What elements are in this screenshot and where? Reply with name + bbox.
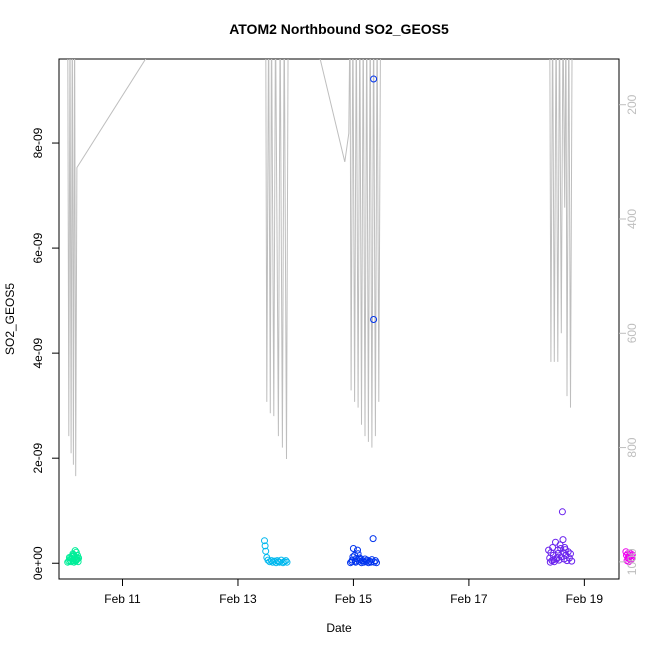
pressure-profile-layer: [67, 59, 573, 477]
data-point: [282, 557, 290, 565]
data-point: [561, 546, 569, 554]
y-axis: 0e+00 2e-09 4e-09 6e-09 8e-09: [31, 127, 59, 580]
data-point: [270, 557, 278, 565]
x-tick-label: Feb 15: [335, 592, 373, 606]
data-point: [628, 551, 636, 559]
x-tick-label: Feb 13: [219, 592, 257, 606]
data-point: [283, 558, 291, 566]
data-point: [349, 553, 357, 561]
data-point: [266, 558, 274, 566]
data-point: [567, 550, 574, 558]
plot-frame: [58, 58, 620, 580]
data-point: [280, 558, 288, 566]
series-2: [261, 537, 291, 567]
data-point: [74, 558, 82, 566]
data-point: [553, 554, 561, 561]
y2-tick-label: 200: [625, 94, 639, 114]
data-point: [356, 554, 364, 562]
right-pressure-axis: 200 400 600 800 1000: [619, 94, 639, 575]
x-tick-label: Feb 11: [104, 592, 141, 606]
y2-tick-label: 600: [625, 323, 639, 343]
data-point: [354, 550, 362, 558]
data-point: [276, 558, 283, 566]
data-point: [568, 557, 576, 565]
data-point: [557, 545, 565, 552]
series-4: [545, 508, 576, 566]
data-points-layer: [64, 75, 636, 567]
pressure-profile-line: [67, 59, 573, 477]
data-point: [558, 508, 566, 516]
data-point: [71, 547, 79, 555]
data-point: [370, 316, 378, 323]
data-point: [370, 75, 378, 83]
data-point: [373, 559, 380, 567]
y2-tick-label: 400: [625, 209, 639, 229]
y-tick-label: 0e+00: [31, 546, 45, 580]
x-tick-label: Feb 17: [450, 592, 488, 606]
data-point: [74, 555, 81, 562]
y-axis-label: SO2_GEOS5: [3, 283, 17, 355]
x-axis-label: Date: [326, 621, 352, 635]
data-point: [261, 537, 268, 545]
data-point: [622, 548, 630, 556]
y-tick-label: 2e-09: [31, 443, 45, 474]
data-point: [261, 542, 269, 550]
y2-tick-label: 800: [625, 437, 639, 457]
series-3: [347, 75, 380, 567]
x-axis: Feb 11 Feb 13 Feb 15 Feb 17 Feb 19: [104, 579, 603, 606]
data-point: [72, 556, 80, 564]
x-tick-label: Feb 19: [566, 592, 604, 606]
data-point: [65, 554, 73, 561]
data-point: [559, 536, 567, 544]
data-point: [72, 548, 80, 556]
y-tick-label: 8e-09: [31, 127, 45, 158]
data-point: [550, 556, 558, 564]
data-point: [354, 546, 361, 554]
data-point: [628, 555, 636, 563]
series-1: [64, 547, 83, 566]
data-point: [349, 545, 357, 552]
y-tick-label: 4e-09: [31, 337, 45, 368]
y-tick-label: 6e-09: [31, 232, 45, 263]
y2-tick-label: 1000: [625, 548, 639, 575]
data-point: [369, 535, 377, 543]
data-point: [627, 552, 635, 560]
data-point: [549, 544, 557, 551]
chart-title: ATOM2 Northbound SO2_GEOS5: [229, 21, 449, 37]
